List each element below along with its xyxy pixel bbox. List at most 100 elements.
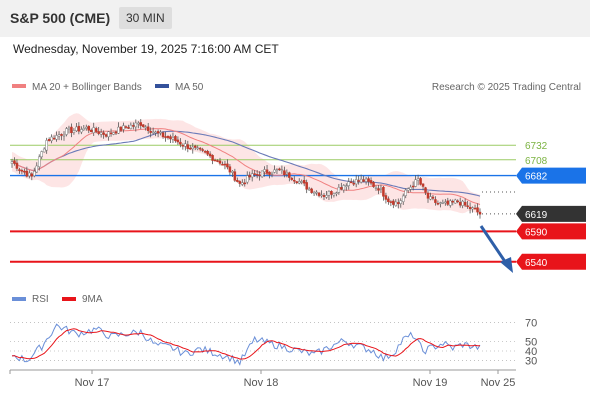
level-tag-6590 xyxy=(516,223,586,240)
candle xyxy=(201,147,204,153)
candle xyxy=(399,198,403,208)
rsi-tick-30: 30 xyxy=(525,355,537,367)
candle xyxy=(290,176,294,181)
candle xyxy=(414,175,417,188)
candle xyxy=(231,170,234,178)
timeframe-badge[interactable]: 30 MIN xyxy=(119,7,172,29)
candle xyxy=(45,137,48,154)
candle xyxy=(406,187,410,194)
bollinger-band-area xyxy=(12,113,480,215)
candle xyxy=(260,170,264,178)
level-tag-6682 xyxy=(516,167,586,184)
candle xyxy=(75,122,78,133)
candle xyxy=(446,197,450,207)
candle xyxy=(40,150,43,160)
candle xyxy=(156,129,160,138)
candle xyxy=(377,184,380,195)
candle xyxy=(80,126,83,135)
candle xyxy=(216,159,219,163)
candle xyxy=(441,199,445,205)
candle xyxy=(401,193,405,205)
candle xyxy=(297,178,301,185)
candle xyxy=(62,131,66,141)
candle xyxy=(431,195,435,201)
level-tag-text-6682: 6682 xyxy=(525,172,548,183)
candle xyxy=(132,122,135,130)
candle xyxy=(89,128,93,133)
candle xyxy=(166,135,170,140)
candle xyxy=(65,127,68,137)
ma20-legend-swatch xyxy=(12,84,26,88)
candle xyxy=(99,128,103,138)
ma50-line xyxy=(11,130,481,197)
rsi-tick-40: 40 xyxy=(525,346,537,358)
candle xyxy=(124,125,128,129)
candle xyxy=(10,158,14,168)
candle xyxy=(243,178,247,187)
candle xyxy=(476,203,479,216)
candle xyxy=(149,127,152,138)
rsi-ma-legend-label: 9MA xyxy=(82,294,103,305)
candle xyxy=(434,196,437,206)
candle xyxy=(473,204,477,210)
candle xyxy=(193,144,197,151)
candle xyxy=(273,165,276,174)
last-price-tag xyxy=(516,205,586,222)
x-axis: Nov 17 Nov 18 Nov 19 Nov 25 xyxy=(9,369,516,389)
candle xyxy=(394,199,398,207)
candle xyxy=(191,143,195,154)
candle xyxy=(327,190,331,201)
candle xyxy=(436,200,440,206)
candle xyxy=(288,171,291,182)
candle xyxy=(285,169,289,178)
candle xyxy=(171,132,175,144)
candle xyxy=(236,177,239,183)
ma20-line xyxy=(11,128,481,205)
candle xyxy=(263,166,266,177)
candle xyxy=(186,140,190,153)
candle xyxy=(161,131,165,139)
candle xyxy=(206,149,209,156)
candle xyxy=(278,167,281,171)
candle xyxy=(275,168,279,174)
candle xyxy=(129,122,133,130)
candle xyxy=(389,200,393,207)
candle xyxy=(109,128,113,137)
candle xyxy=(255,170,259,179)
candle xyxy=(463,198,467,208)
candle xyxy=(325,191,328,199)
candle xyxy=(458,197,462,208)
candle xyxy=(419,177,422,186)
candle xyxy=(357,175,360,185)
level-tag-text-6590: 6590 xyxy=(525,227,548,238)
candle xyxy=(258,171,261,181)
candle xyxy=(30,172,34,181)
candle xyxy=(35,162,39,174)
candle xyxy=(37,154,41,171)
candle xyxy=(213,158,217,162)
candle xyxy=(453,198,457,204)
candle xyxy=(233,168,237,183)
rsi-ma-legend-swatch xyxy=(62,297,76,301)
candle xyxy=(169,134,172,144)
candle xyxy=(18,167,21,174)
candle xyxy=(82,125,86,131)
candle xyxy=(270,171,274,178)
candle xyxy=(164,132,167,142)
candle xyxy=(211,154,214,165)
candle xyxy=(102,130,105,139)
candle xyxy=(241,179,244,186)
candle xyxy=(300,179,303,185)
candle xyxy=(268,171,271,179)
candle xyxy=(384,192,388,204)
candle xyxy=(117,122,120,134)
rsi-legend-swatch xyxy=(12,297,26,301)
candle xyxy=(369,177,373,186)
candle xyxy=(302,175,306,187)
candle xyxy=(77,122,81,135)
candle xyxy=(315,190,318,196)
candle xyxy=(354,174,358,188)
credit-text: Research © 2025 Trading Central xyxy=(432,82,581,93)
candle xyxy=(94,126,98,134)
